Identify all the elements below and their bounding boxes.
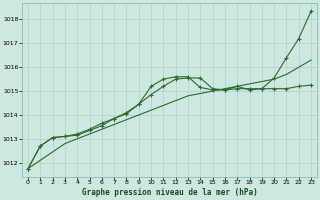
X-axis label: Graphe pression niveau de la mer (hPa): Graphe pression niveau de la mer (hPa) bbox=[82, 188, 257, 197]
